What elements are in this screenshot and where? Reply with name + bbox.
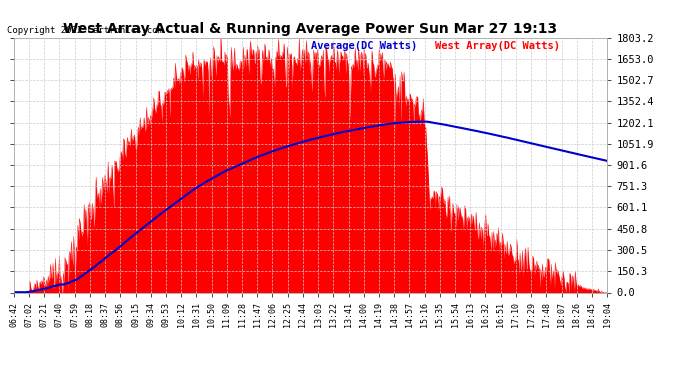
Text: Average(DC Watts): Average(DC Watts) <box>310 41 417 51</box>
Title: West Array Actual & Running Average Power Sun Mar 27 19:13: West Array Actual & Running Average Powe… <box>63 22 558 36</box>
Text: West Array(DC Watts): West Array(DC Watts) <box>435 41 560 51</box>
Text: Copyright 2022 Cartronics.com: Copyright 2022 Cartronics.com <box>7 26 163 35</box>
